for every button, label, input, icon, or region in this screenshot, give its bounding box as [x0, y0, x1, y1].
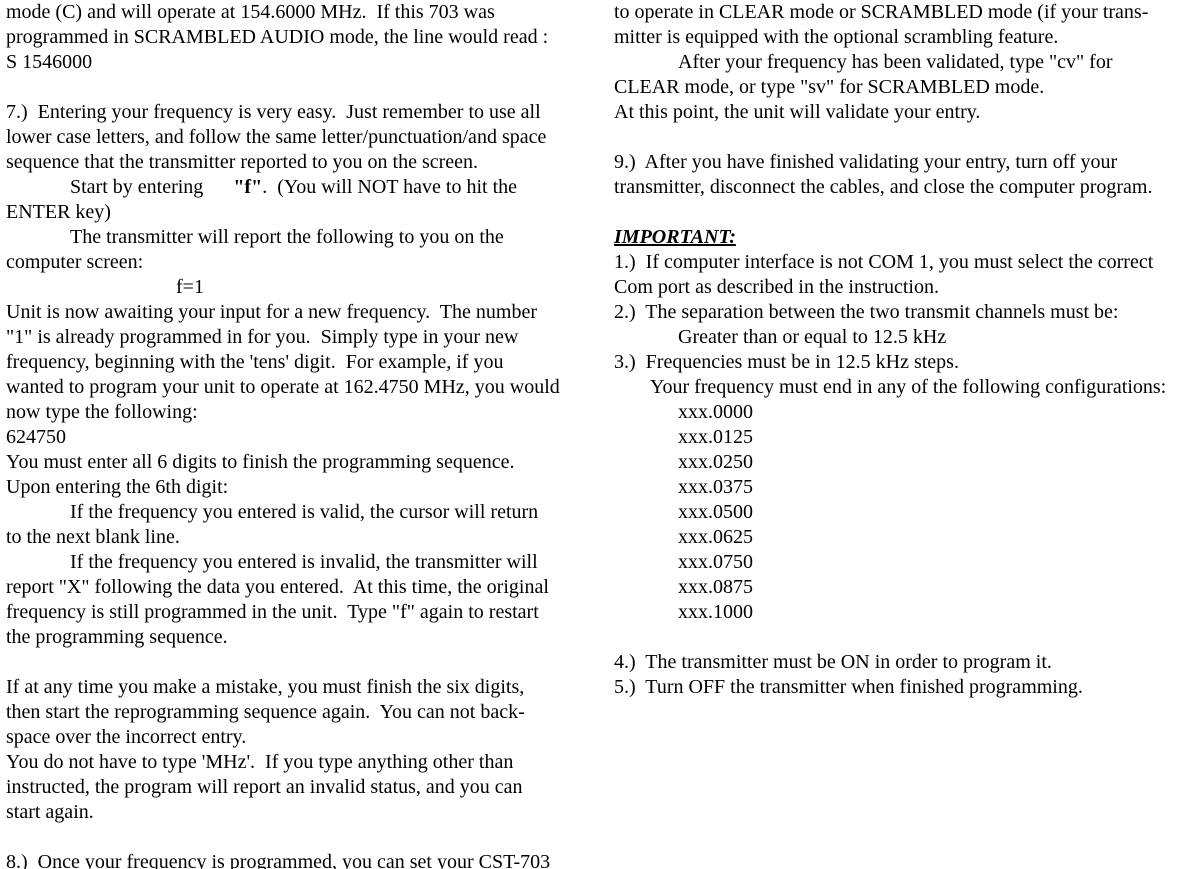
- body-text: The transmitter will report the followin…: [6, 225, 594, 250]
- text-run: xxx.0000: [678, 401, 753, 423]
- freq-item: xxx.1000: [614, 600, 1176, 625]
- body-text: 4.) The transmitter must be ON in order …: [614, 650, 1176, 675]
- text-run: . (You will NOT have to hit the: [262, 176, 517, 198]
- text-run: xxx.0125: [678, 426, 753, 448]
- text-run: xxx.0250: [678, 451, 753, 473]
- bold-text: "f": [233, 176, 262, 198]
- body-text: 8.) Once your frequency is programmed, y…: [6, 850, 594, 869]
- text-run: xxx.0875: [678, 576, 753, 598]
- body-text: mitter is equipped with the optional scr…: [614, 25, 1176, 50]
- body-text: computer screen:: [6, 250, 594, 275]
- body-text: If at any time you make a mistake, you m…: [6, 675, 594, 700]
- body-text: 5.) Turn OFF the transmitter when finish…: [614, 675, 1176, 700]
- text-run: xxx.0375: [678, 476, 753, 498]
- body-text: 2.) The separation between the two trans…: [614, 300, 1176, 325]
- blank-line: [6, 650, 594, 675]
- text-run: If the frequency you entered is invalid,…: [70, 551, 538, 573]
- body-text: 624750: [6, 425, 594, 450]
- body-text: mode (C) and will operate at 154.6000 MH…: [6, 0, 594, 25]
- freq-item: xxx.0625: [614, 525, 1176, 550]
- body-text: now type the following:: [6, 400, 594, 425]
- text-run: Your frequency must end in any of the fo…: [650, 376, 1166, 398]
- text-run: f=1: [176, 276, 204, 298]
- body-text: lower case letters, and follow the same …: [6, 125, 594, 150]
- body-text: Start by entering "f". (You will NOT hav…: [6, 175, 594, 200]
- body-text: report "X" following the data you entere…: [6, 575, 594, 600]
- blank-line: [614, 200, 1176, 225]
- text-run: xxx.1000: [678, 601, 753, 623]
- important-heading: IMPORTANT:: [614, 225, 1176, 250]
- body-text: 3.) Frequencies must be in 12.5 kHz step…: [614, 350, 1176, 375]
- body-text: S 1546000: [6, 50, 594, 75]
- body-text: Upon entering the 6th digit:: [6, 475, 594, 500]
- body-text: wanted to program your unit to operate a…: [6, 375, 594, 400]
- blank-line: [6, 825, 594, 850]
- body-text: frequency, beginning with the 'tens' dig…: [6, 350, 594, 375]
- body-text: ENTER key): [6, 200, 594, 225]
- freq-item: xxx.0000: [614, 400, 1176, 425]
- text-run: xxx.0750: [678, 551, 753, 573]
- text-run: The transmitter will report the followin…: [70, 226, 504, 248]
- body-text: If the frequency you entered is valid, t…: [6, 500, 594, 525]
- text-run: Greater than or equal to 12.5 kHz: [678, 326, 946, 348]
- blank-line: [614, 625, 1176, 650]
- body-text: Greater than or equal to 12.5 kHz: [614, 325, 1176, 350]
- text-run: If the frequency you entered is valid, t…: [70, 501, 538, 523]
- freq-item: xxx.0375: [614, 475, 1176, 500]
- left-column: mode (C) and will operate at 154.6000 MH…: [0, 0, 604, 869]
- body-text: You do not have to type 'MHz'. If you ty…: [6, 750, 594, 775]
- text-run: After your frequency has been validated,…: [678, 51, 1112, 73]
- code-text: f=1: [6, 275, 594, 300]
- body-text: to the next blank line.: [6, 525, 594, 550]
- text-run: xxx.0500: [678, 501, 753, 523]
- freq-item: xxx.0125: [614, 425, 1176, 450]
- body-text: Unit is now awaiting your input for a ne…: [6, 300, 594, 325]
- right-column: to operate in CLEAR mode or SCRAMBLED mo…: [604, 0, 1182, 869]
- freq-item: xxx.0750: [614, 550, 1176, 575]
- body-text: 1.) If computer interface is not COM 1, …: [614, 250, 1176, 275]
- blank-line: [6, 75, 594, 100]
- body-text: You must enter all 6 digits to finish th…: [6, 450, 594, 475]
- body-text: At this point, the unit will validate yo…: [614, 100, 1176, 125]
- body-text: 9.) After you have finished validating y…: [614, 150, 1176, 175]
- body-text: 7.) Entering your frequency is very easy…: [6, 100, 594, 125]
- blank-line: [614, 125, 1176, 150]
- text-run: Start by entering: [70, 176, 233, 198]
- body-text: programmed in SCRAMBLED AUDIO mode, the …: [6, 25, 594, 50]
- body-text: instructed, the program will report an i…: [6, 775, 594, 800]
- document-page: mode (C) and will operate at 154.6000 MH…: [0, 0, 1182, 869]
- body-text: Com port as described in the instruction…: [614, 275, 1176, 300]
- text-run: xxx.0625: [678, 526, 753, 548]
- body-text: frequency is still programmed in the uni…: [6, 600, 594, 625]
- body-text: start again.: [6, 800, 594, 825]
- freq-item: xxx.0250: [614, 450, 1176, 475]
- body-text: to operate in CLEAR mode or SCRAMBLED mo…: [614, 0, 1176, 25]
- freq-item: xxx.0500: [614, 500, 1176, 525]
- body-text: then start the reprogramming sequence ag…: [6, 700, 594, 725]
- body-text: If the frequency you entered is invalid,…: [6, 550, 594, 575]
- body-text: transmitter, disconnect the cables, and …: [614, 175, 1176, 200]
- body-text: CLEAR mode, or type "sv" for SCRAMBLED m…: [614, 75, 1176, 100]
- body-text: "1" is already programmed in for you. Si…: [6, 325, 594, 350]
- body-text: Your frequency must end in any of the fo…: [614, 375, 1176, 400]
- freq-item: xxx.0875: [614, 575, 1176, 600]
- body-text: sequence that the transmitter reported t…: [6, 150, 594, 175]
- body-text: the programming sequence.: [6, 625, 594, 650]
- body-text: After your frequency has been validated,…: [614, 50, 1176, 75]
- body-text: space over the incorrect entry.: [6, 725, 594, 750]
